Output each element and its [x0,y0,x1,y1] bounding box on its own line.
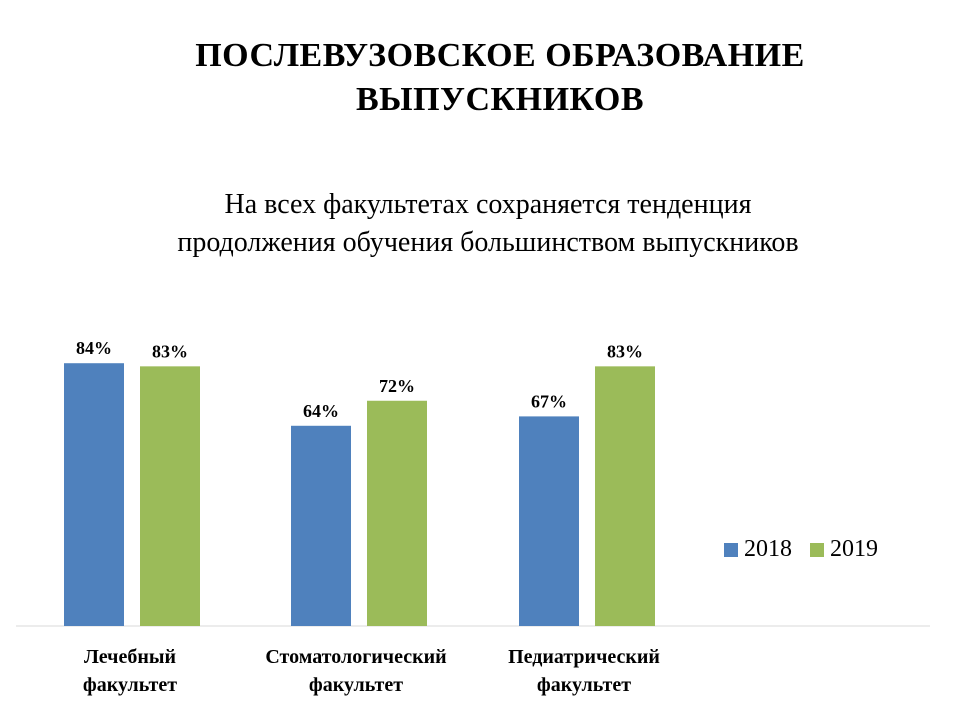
title-line-2: ВЫПУСКНИКОВ [356,81,644,118]
data-label-2018-pediatrichesky: 67% [531,391,567,411]
legend-swatch-2019 [810,542,824,557]
data-label-2018-lechebny: 84% [76,338,112,358]
bar-2018-pediatrichesky [519,416,579,626]
legend-item-2019: 2019 [810,536,878,563]
data-label-2019-stomatologichesky: 72% [379,376,415,396]
subtitle-line-2: продолжения обучения большинством выпуск… [177,227,799,258]
bar-2019-stomatologichesky [367,400,427,626]
data-label-2018-stomatologichesky: 64% [303,401,339,421]
category-label-stomatologichesky: Стоматологический факультет [265,646,447,696]
title-line-1: ПОСЛЕВУЗОВСКОЕ ОБРАЗОВАНИЕ [195,37,805,74]
bar-2019-pediatrichesky [595,366,655,626]
category-label-lechebny: Лечебный факультет [82,646,178,696]
bar-2019-lechebny [140,366,200,626]
category-label-pediatrichesky: Педиатрический факультет [508,646,660,696]
page-subtitle: На всех факультетах сохраняется тенденци… [0,186,960,262]
legend-label-2018: 2018 [744,536,792,562]
bar-2018-lechebny [64,363,124,626]
subtitle-line-1: На всех факультетах сохраняется тенденци… [224,189,752,220]
data-label-2019-lechebny: 83% [152,341,188,361]
legend-label-2019: 2019 [830,536,878,562]
bar-2018-stomatologichesky [291,425,351,626]
page-title: ПОСЛЕВУЗОВСКОЕ ОБРАЗОВАНИЕ ВЫПУСКНИКОВ [0,34,960,122]
chart-legend: 2018 2019 [724,536,896,563]
legend-item-2018: 2018 [724,536,792,563]
data-label-2019-pediatrichesky: 83% [607,341,643,361]
legend-swatch-2018 [724,542,738,557]
